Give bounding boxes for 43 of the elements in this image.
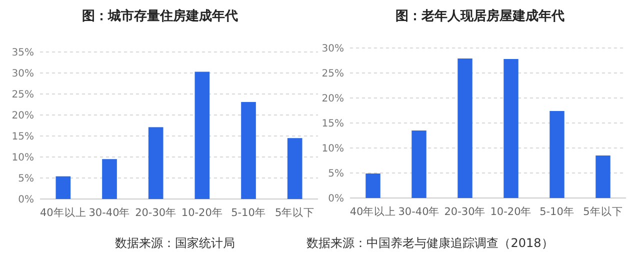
x-tick-label: 40年以上 xyxy=(350,205,396,218)
y-tick-label: 30% xyxy=(322,44,344,54)
x-tick-label: 20-30年 xyxy=(444,206,486,218)
x-tick-label: 30-40年 xyxy=(398,206,440,218)
x-tick-label: 30-40年 xyxy=(88,207,130,219)
y-tick-label: 25% xyxy=(322,68,344,80)
x-tick-label: 5年以下 xyxy=(274,206,315,219)
bar xyxy=(241,102,256,199)
y-tick-label: 25% xyxy=(12,90,34,100)
x-tick-label: 5年以下 xyxy=(583,205,623,218)
x-tick-label: 10-20年 xyxy=(490,206,532,218)
bar xyxy=(194,72,210,199)
x-tick-label: 20-30年 xyxy=(135,207,177,219)
x-tick-label: 5-10年 xyxy=(231,207,266,219)
bar xyxy=(366,174,380,198)
y-tick-label: 0% xyxy=(18,194,34,206)
bar xyxy=(287,138,302,199)
bar xyxy=(504,59,518,198)
y-tick-label: 5% xyxy=(18,174,34,184)
y-tick-label: 15% xyxy=(322,118,344,130)
source-note: 数据来源：中国养老与健康追踪调查（2018） xyxy=(306,236,554,250)
x-tick-label: 5-10年 xyxy=(540,206,574,218)
x-tick-label: 40年以上 xyxy=(40,206,86,219)
bar xyxy=(102,159,117,199)
chart-title: 图：城市存量住房建成年代 xyxy=(82,8,238,24)
bar xyxy=(56,176,71,199)
chart-title: 图：老年人现居房屋建成年代 xyxy=(396,8,564,24)
y-tick-label: 10% xyxy=(322,144,344,154)
y-tick-label: 35% xyxy=(12,48,34,58)
y-tick-label: 0% xyxy=(328,194,344,204)
y-tick-label: 5% xyxy=(328,168,344,180)
y-tick-label: 20% xyxy=(12,110,34,122)
y-tick-label: 20% xyxy=(322,94,344,104)
source-note: 数据来源：国家统计局 xyxy=(115,236,235,250)
x-tick-label: 10-20年 xyxy=(181,207,223,219)
bar xyxy=(596,156,610,198)
y-tick-label: 15% xyxy=(12,132,34,142)
bar xyxy=(458,58,472,198)
y-tick-label: 30% xyxy=(12,68,34,80)
y-tick-label: 10% xyxy=(12,152,34,164)
bar xyxy=(412,130,426,198)
bar xyxy=(550,111,564,198)
bar xyxy=(148,127,164,199)
